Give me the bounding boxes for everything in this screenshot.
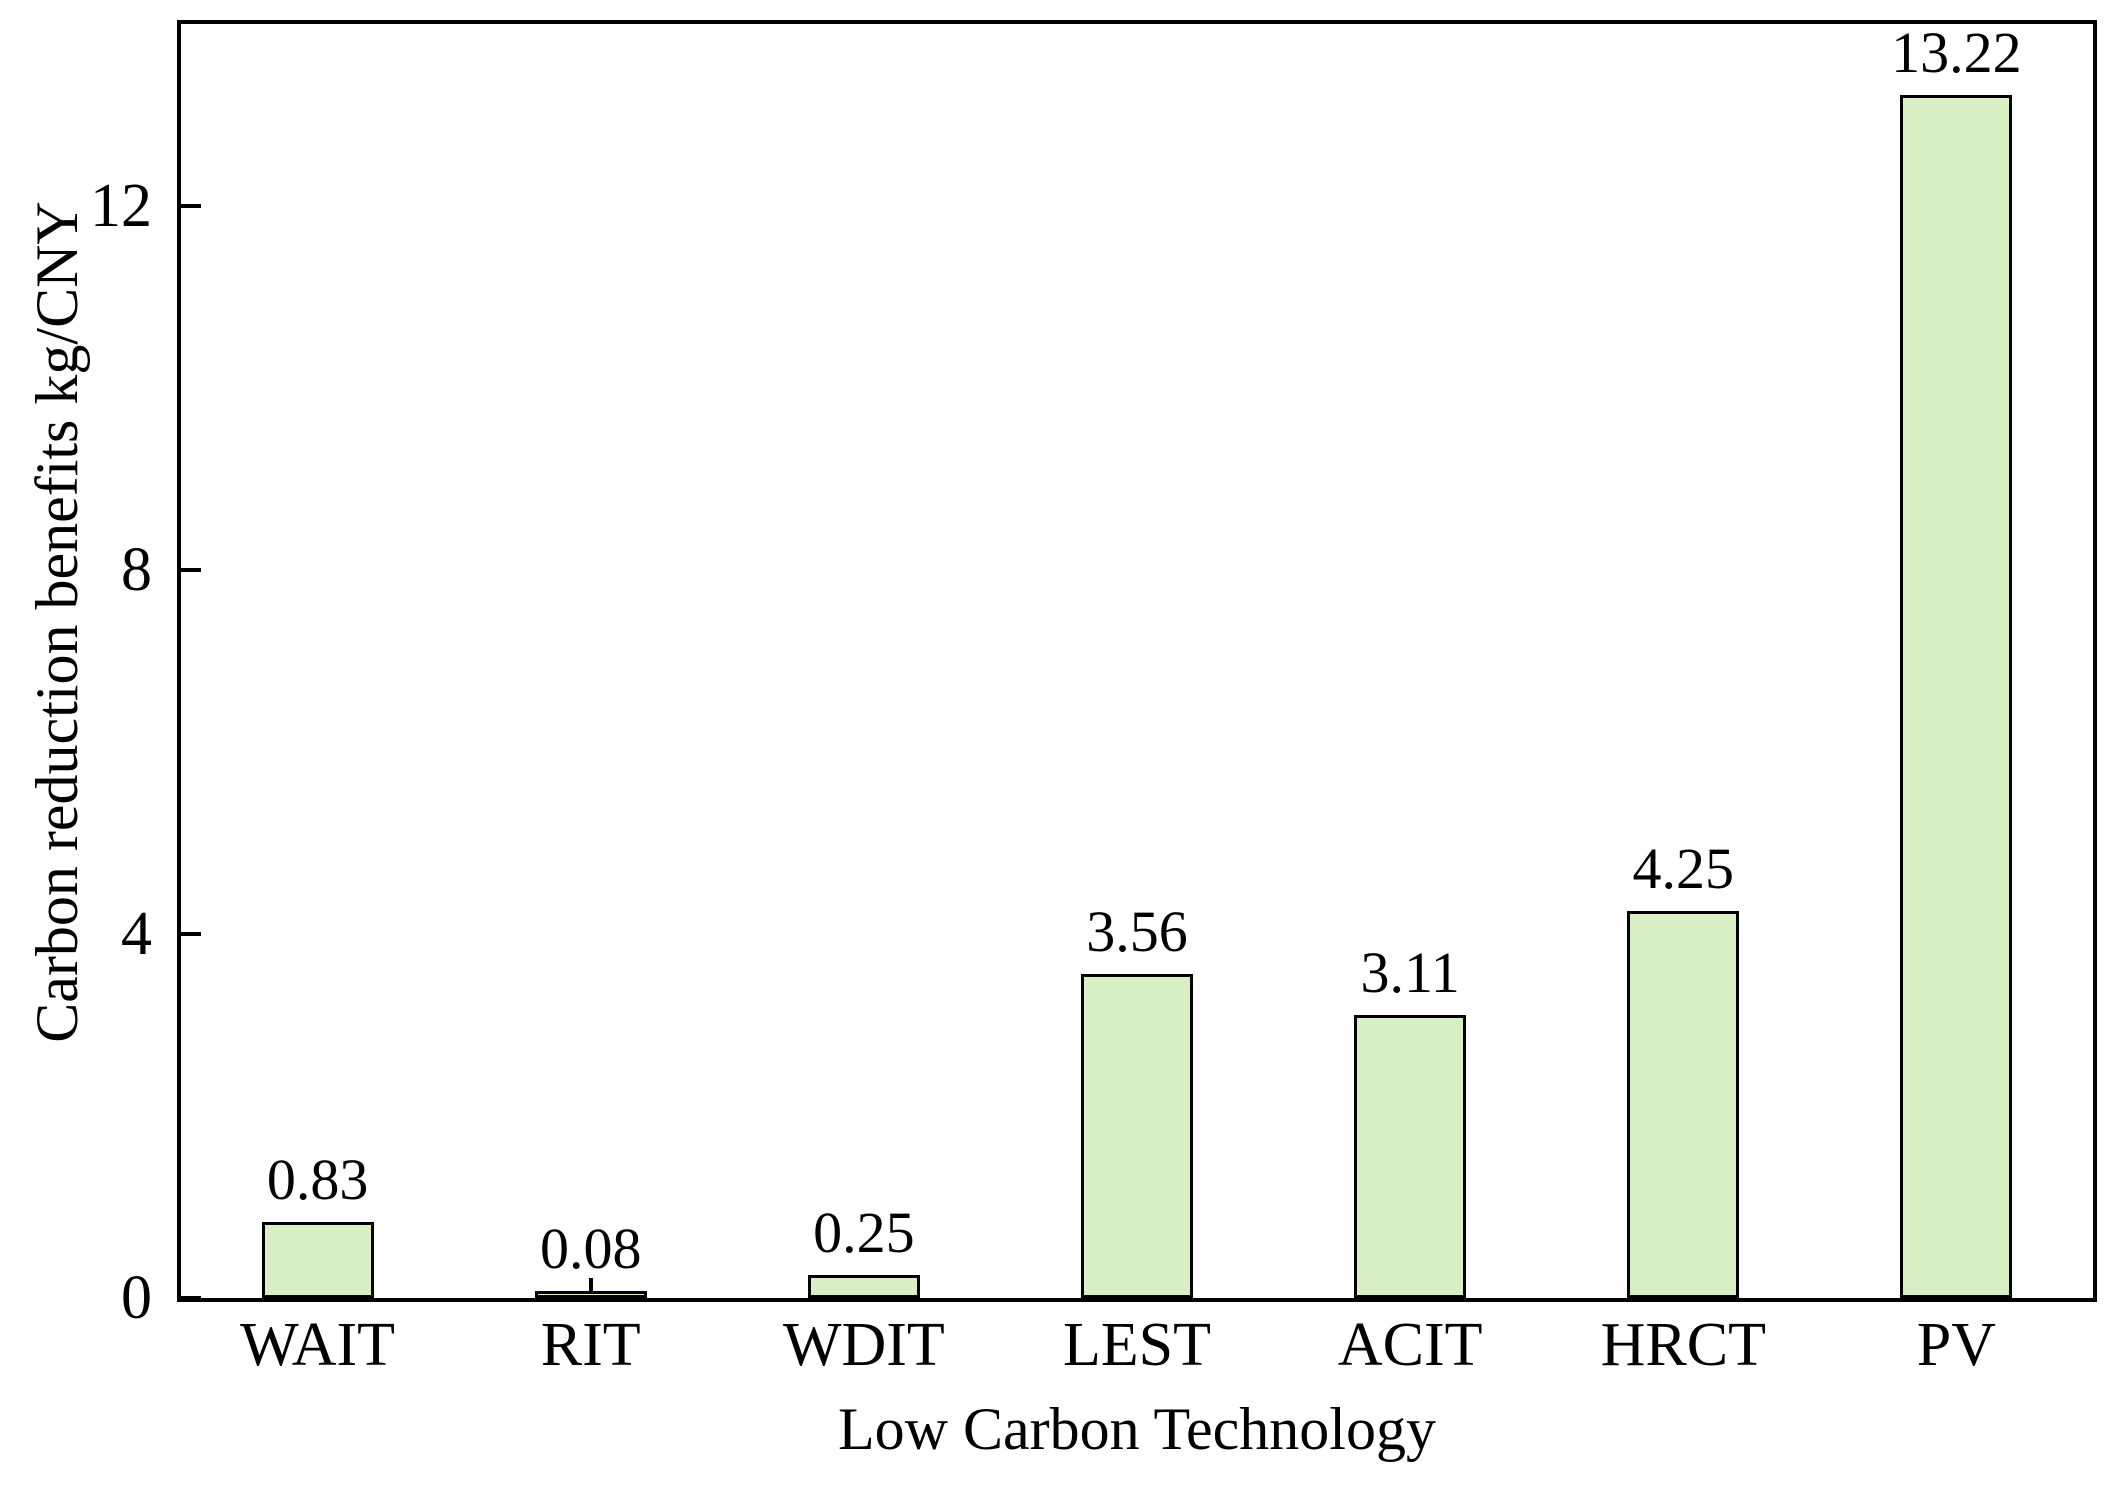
category-label-wait: WAIT — [240, 1311, 396, 1379]
bar-value-label: 13.22 — [1891, 20, 2022, 85]
y-tick-label: 12 — [90, 172, 152, 240]
y-tick-mark — [181, 932, 201, 936]
bar-value-label: 3.11 — [1360, 940, 1460, 1005]
bar-acit — [1354, 1015, 1467, 1298]
bar-rit — [534, 1291, 647, 1298]
y-tick-mark — [181, 568, 201, 572]
y-tick-label: 4 — [121, 900, 152, 968]
bar-wait — [261, 1222, 374, 1298]
bar-value-label: 0.25 — [813, 1200, 915, 1265]
category-label-hrct: HRCT — [1600, 1311, 1766, 1379]
y-tick-mark — [181, 204, 201, 208]
x-tick-mark — [588, 1278, 593, 1298]
bar-wdit — [807, 1275, 920, 1298]
x-axis-title: Low Carbon Technology — [838, 1396, 1436, 1462]
bar-value-label: 4.25 — [1632, 836, 1735, 901]
bar-lest — [1081, 974, 1193, 1298]
bar-value-label: 3.56 — [1086, 899, 1188, 964]
category-label-acit: ACIT — [1337, 1311, 1483, 1379]
y-tick-label: 8 — [121, 536, 152, 604]
plot-area: 0.83 0.08 0.25 3.56 3.11 4.25 13.22 — [177, 20, 2097, 1302]
bar-pv — [1900, 95, 2013, 1298]
bar-hrct — [1627, 911, 1740, 1298]
category-label-lest: LEST — [1062, 1311, 1212, 1379]
bar-value-label: 0.83 — [266, 1147, 369, 1212]
bar-value-label: 0.08 — [539, 1216, 642, 1281]
category-label-wdit: WDIT — [782, 1311, 945, 1379]
category-label-rit: RIT — [540, 1311, 641, 1379]
category-label-pv: PV — [1916, 1311, 1997, 1379]
y-tick-label: 0 — [121, 1264, 152, 1332]
y-tick-mark — [181, 1296, 201, 1300]
